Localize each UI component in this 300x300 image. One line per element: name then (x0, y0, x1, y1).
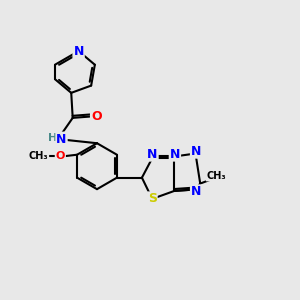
Text: N: N (74, 45, 84, 58)
Text: O: O (56, 151, 65, 161)
Text: CH₃: CH₃ (29, 151, 48, 161)
Text: S: S (148, 192, 157, 206)
Text: CH₃: CH₃ (207, 171, 226, 181)
Text: N: N (191, 185, 201, 198)
Text: O: O (91, 110, 102, 123)
Text: N: N (147, 148, 158, 160)
Text: H: H (48, 133, 57, 142)
Text: N: N (191, 145, 201, 158)
Text: N: N (170, 148, 180, 160)
Text: N: N (56, 133, 67, 146)
